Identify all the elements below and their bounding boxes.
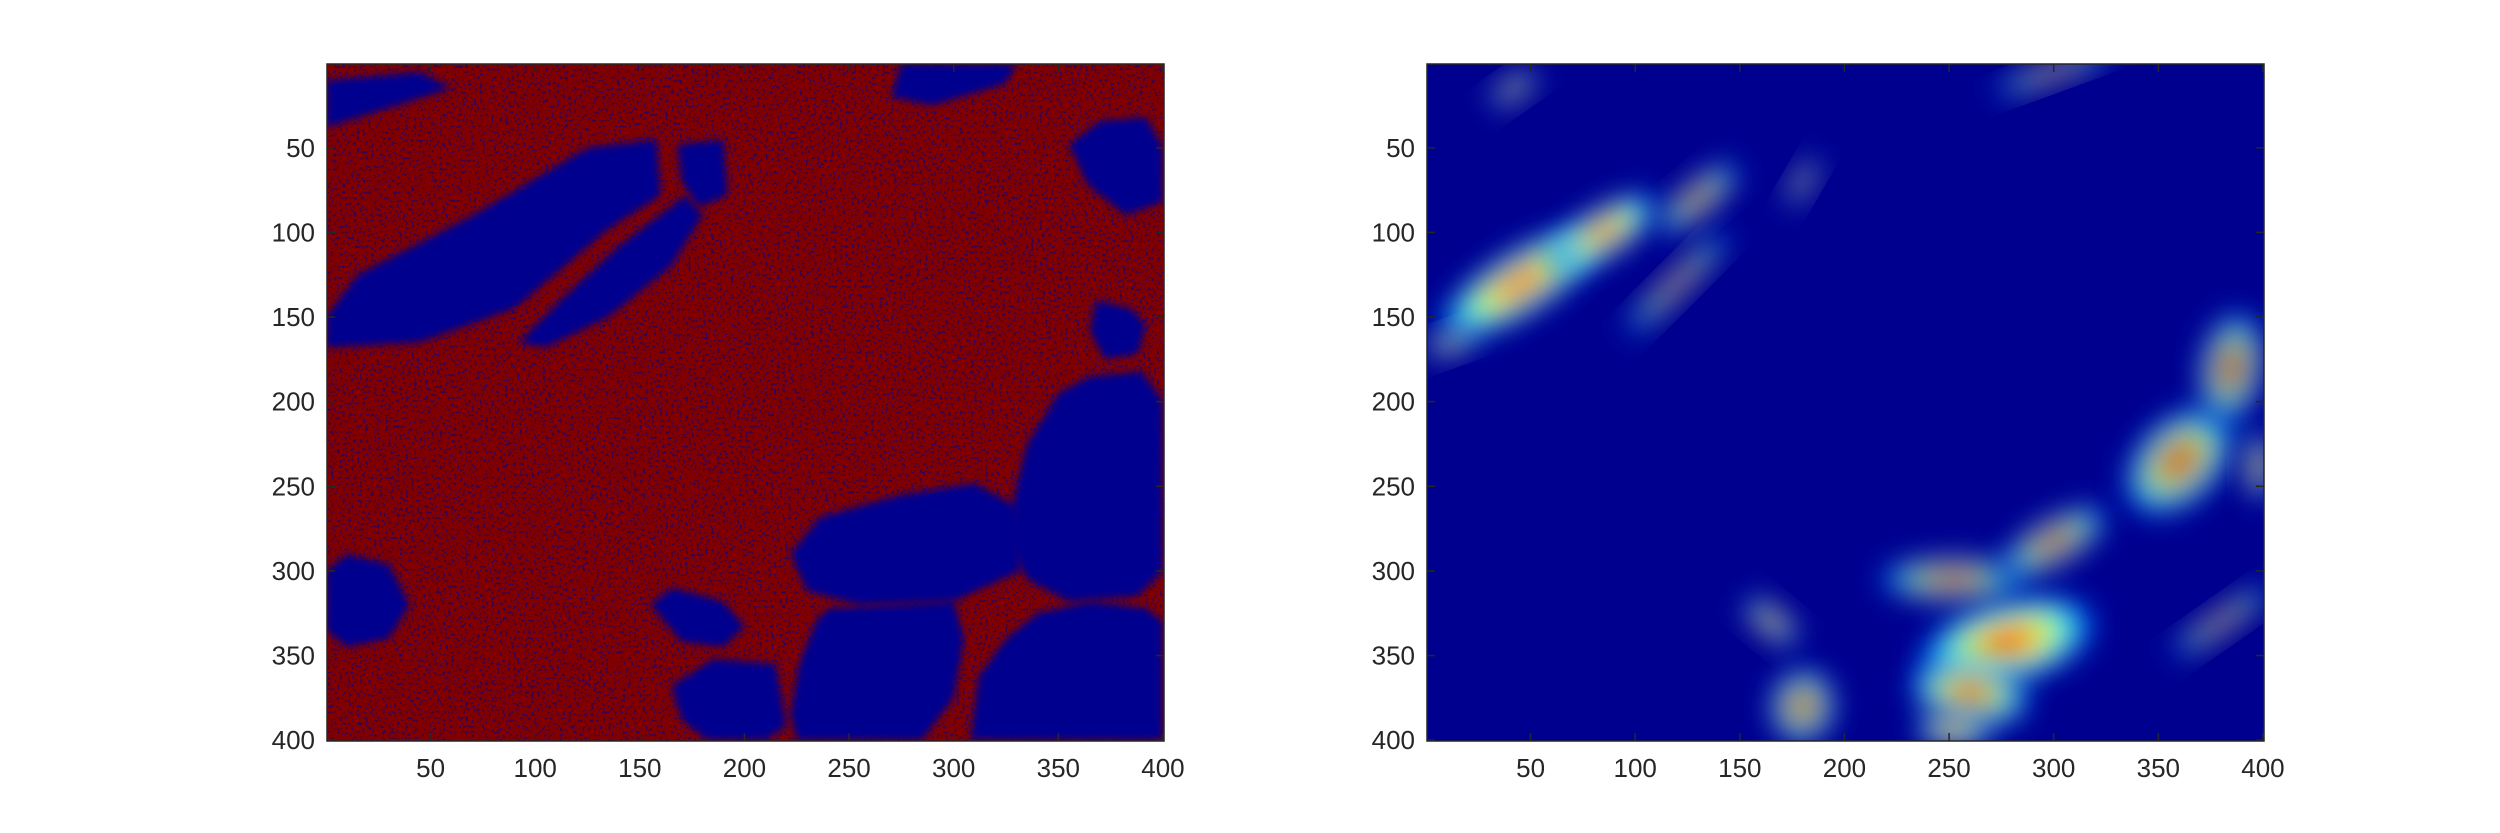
heat-hotspot: [1765, 664, 1840, 741]
left-x-tick-label: 300: [932, 753, 975, 783]
heat-hotspot: [1652, 158, 1744, 239]
left-x-tick-label: 350: [1037, 753, 1080, 783]
left-y-tick-label: 300: [272, 556, 315, 586]
left-x-tick-label: 400: [1141, 753, 1184, 783]
right-x-tick-label: 250: [1927, 753, 1970, 783]
heat-hotspot: [1902, 653, 2038, 733]
right-y-tick-label: 100: [1372, 217, 1415, 247]
low-value-region: [327, 71, 452, 128]
right-image: [1427, 64, 2264, 741]
right-x-axis: 50 100 150 200 250 300 350 400: [1516, 64, 2285, 783]
heat-hotspot: [2243, 427, 2264, 505]
low-value-region: [671, 658, 787, 741]
low-value-region: [790, 601, 965, 741]
left-axes-box: [326, 63, 1165, 742]
left-y-axis: 50 100 150 200 250 300 350 400: [272, 133, 1164, 755]
right-y-tick-label: 400: [1372, 725, 1415, 755]
right-x-tick-label: 300: [2032, 753, 2075, 783]
heat-hotspot: [1741, 594, 1802, 649]
low-value-region: [790, 482, 1021, 605]
heat-hotspot: [1911, 713, 1996, 741]
left-y-tick-label: 50: [286, 133, 315, 163]
low-value-region: [1089, 300, 1147, 360]
right-y-tick-label: 350: [1372, 641, 1415, 671]
right-x-tick-label: 350: [2137, 753, 2180, 783]
low-value-region: [650, 587, 745, 648]
left-y-tick-label: 350: [272, 641, 315, 671]
right-x-tick-label: 150: [1718, 753, 1761, 783]
right-y-tick-label: 50: [1386, 133, 1415, 163]
left-y-tick-label: 100: [272, 217, 315, 247]
left-x-tick-label: 200: [723, 753, 766, 783]
right-y-axis: 50 100 150 200 250 300 350 400: [1372, 133, 2264, 755]
right-y-tick-label: 250: [1372, 471, 1415, 501]
left-y-tick-label: 150: [272, 302, 315, 332]
low-value-region: [1006, 371, 1163, 602]
heat-hotspot: [1427, 326, 1481, 359]
right-x-tick-label: 50: [1516, 753, 1545, 783]
left-y-tick-label: 200: [272, 387, 315, 417]
low-value-region: [677, 139, 728, 207]
left-x-tick-label: 100: [514, 753, 557, 783]
left-x-tick-label: 150: [618, 753, 661, 783]
right-x-tick-label: 200: [1823, 753, 1866, 783]
heat-hotspot: [1487, 67, 1541, 110]
right-image-background: [1427, 64, 2264, 741]
left-regions: [327, 64, 1163, 741]
left-image: [327, 64, 1164, 741]
right-x-tick-label: 400: [2241, 753, 2284, 783]
heat-hotspot: [1617, 223, 1737, 344]
low-value-region: [327, 554, 410, 648]
left-y-tick-label: 250: [272, 471, 315, 501]
right-x-tick-label: 100: [1614, 753, 1657, 783]
left-x-tick-label: 50: [416, 753, 445, 783]
left-y-tick-label: 400: [272, 725, 315, 755]
heat-hotspot: [1544, 190, 1664, 275]
low-value-region: [518, 195, 703, 348]
right-y-tick-label: 200: [1372, 387, 1415, 417]
right-y-tick-label: 300: [1372, 556, 1415, 586]
left-plot: 50 100 150 200 250 300 350 400 50 100 150 200 250 30…: [272, 63, 1185, 783]
right-y-tick-label: 150: [1372, 302, 1415, 332]
low-value-region: [327, 139, 661, 348]
low-value-region: [1068, 117, 1163, 216]
heat-hotspot: [2164, 581, 2264, 663]
low-value-region: [890, 64, 1017, 106]
heat-hotspot: [1784, 153, 1821, 210]
heat-hotspot: [2193, 304, 2264, 431]
left-x-tick-label: 250: [827, 753, 870, 783]
right-plot: 50 100 150 200 250 300 350 400 50 100 150 200 250 30…: [1372, 63, 2285, 783]
low-value-region: [970, 601, 1163, 741]
heat-hotspot: [1993, 501, 2114, 583]
heat-hotspot: [2117, 399, 2241, 523]
left-x-axis: 50 100 150 200 250 300 350 400: [416, 64, 1185, 783]
right-hotspots: [1427, 64, 2264, 741]
right-axes-box: [1426, 63, 2265, 742]
